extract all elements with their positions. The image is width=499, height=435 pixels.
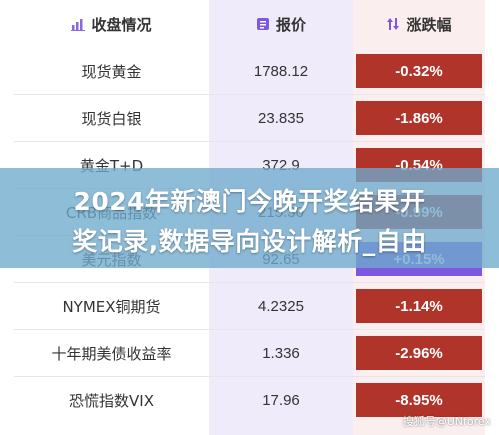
row-name: 恐慌指数VIX [69,391,154,410]
change-badge: -1.14% [356,289,482,323]
row-divider [14,329,485,330]
header-change-label: 涨跌幅 [406,15,452,34]
row-change-cell: -2.96% [353,334,485,372]
table-row: 现货黄金 1788.12 -0.32% [14,52,485,90]
row-price: 1788.12 [253,62,309,80]
header-price: 报价 [209,0,353,48]
row-divider [14,141,485,142]
watermark: 搜狐号@UNforex [402,415,491,428]
row-price: 1.336 [262,344,300,362]
table-row: NYMEX铜期货 4.2325 -1.14% [14,287,485,325]
bar-chart-icon [71,17,86,31]
row-divider [14,376,485,377]
row-divider [14,94,485,95]
change-badge: -1.86% [356,101,482,135]
banner-line-1: 2024年新澳门今晚开奖结果开 [73,187,426,216]
row-change-cell: -0.32% [353,52,485,90]
row-name: NYMEX铜期货 [62,297,161,316]
row-name: 现货黄金 [81,62,142,81]
table-header: 收盘情况 报价 涨跌幅 [14,0,485,48]
title-banner: 2024年新澳门今晚开奖结果开 奖记录,数据导向设计解析_自由 [0,168,499,268]
header-change: 涨跌幅 [353,0,485,48]
header-name: 收盘情况 [14,0,209,48]
row-price: 17.96 [262,391,300,409]
row-name: 十年期美债收益率 [51,344,172,363]
row-price: 23.835 [258,109,304,127]
row-name: 现货白银 [81,109,142,128]
change-badge: -8.95% [356,383,482,417]
table-row: 现货白银 23.835 -1.86% [14,99,485,137]
price-tag-icon [256,17,270,31]
header-name-label: 收盘情况 [91,15,152,34]
row-divider [14,282,485,283]
header-price-label: 报价 [275,15,306,34]
change-badge: -2.96% [356,336,482,370]
table-row: 十年期美债收益率 1.336 -2.96% [14,334,485,372]
banner-line-2: 奖记录,数据导向设计解析_自由 [72,227,427,256]
row-change-cell: -1.86% [353,99,485,137]
row-price: 4.2325 [258,297,304,315]
up-down-arrow-icon [386,17,400,31]
row-change-cell: -1.14% [353,287,485,325]
row-change-cell: -8.95% [353,381,485,419]
change-badge: -0.32% [356,54,482,88]
table-row: 恐慌指数VIX 17.96 -8.95% [14,381,485,419]
